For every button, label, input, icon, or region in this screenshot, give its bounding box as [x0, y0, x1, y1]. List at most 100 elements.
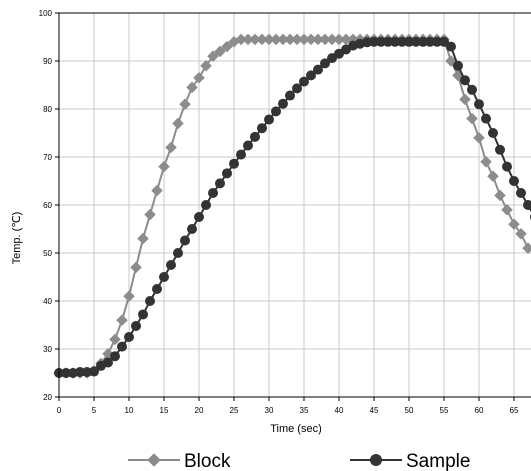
sample-point: [89, 366, 99, 377]
sample-point: [131, 320, 141, 331]
sample-point: [103, 357, 113, 368]
sample-point: [264, 114, 274, 125]
block-point: [207, 50, 219, 63]
sample-point: [215, 178, 225, 189]
block-point: [179, 98, 191, 111]
legend: Block Sample: [128, 451, 470, 471]
sample-point: [320, 58, 330, 69]
x-tick-label: 30: [265, 406, 274, 415]
sample-point: [152, 284, 162, 294]
sample-point: [145, 296, 155, 306]
series-marks: [53, 33, 531, 379]
sample-point: [404, 36, 414, 47]
sample-point: [446, 41, 456, 52]
sample-point: [306, 70, 316, 81]
sample-point: [425, 36, 435, 47]
sample-point: [138, 309, 148, 320]
x-axis-title: Time (sec): [270, 423, 322, 435]
sample-point: [173, 248, 183, 258]
block-point: [508, 218, 520, 231]
sample-point: [124, 332, 134, 342]
sample-point: [488, 128, 498, 138]
block-point: [172, 117, 184, 130]
block-point: [487, 170, 499, 183]
x-tick-label: 5: [92, 406, 97, 415]
block-point: [200, 59, 212, 72]
sample-point: [474, 99, 484, 110]
block-point: [501, 203, 513, 216]
sample-point: [299, 76, 309, 87]
sample-point: [411, 36, 421, 47]
x-tick-label: 55: [440, 406, 449, 415]
sample-point: [376, 36, 386, 47]
sample-point: [432, 36, 442, 47]
sample-point: [439, 36, 449, 47]
x-tick-label: 10: [125, 406, 134, 415]
x-tick-label: 45: [370, 406, 379, 415]
y-tick-label: 50: [43, 249, 52, 258]
y-tick-label: 40: [43, 297, 52, 306]
sample-point: [257, 123, 267, 134]
x-tick-label: 15: [160, 406, 169, 415]
block-point: [515, 227, 527, 240]
block-point: [116, 314, 128, 327]
sample-point: [250, 131, 260, 142]
sample-point: [453, 60, 463, 71]
x-tick-label: 40: [335, 406, 344, 415]
block-point: [165, 141, 177, 154]
block-point: [130, 261, 142, 274]
sample-point: [166, 260, 176, 270]
sample-point: [495, 144, 505, 155]
block-point: [193, 71, 205, 84]
sample-point: [313, 64, 323, 75]
sample-point: [271, 106, 281, 117]
sample-point: [509, 176, 519, 186]
sample-point: [516, 188, 526, 198]
x-tick-label: 50: [405, 406, 414, 415]
y-tick-label: 90: [43, 57, 52, 66]
sample-point: [292, 83, 302, 94]
series-sample: [54, 36, 531, 378]
sample-point: [523, 200, 531, 210]
legend-label-sample: Sample: [406, 451, 470, 471]
sample-point: [117, 341, 127, 352]
y-tick-label: 60: [43, 201, 52, 210]
sample-point: [180, 235, 190, 246]
sample-point: [285, 90, 295, 101]
sample-point: [278, 98, 288, 109]
sample-point: [418, 36, 428, 47]
sample-point: [229, 158, 239, 169]
sample-point: [369, 36, 379, 47]
block-point: [459, 93, 471, 106]
block-point: [522, 242, 531, 255]
block-point: [109, 333, 121, 346]
sample-point: [110, 351, 120, 362]
legend-marker-sample: [370, 454, 382, 466]
sample-point: [243, 140, 253, 151]
sample-point: [208, 188, 218, 198]
x-tick-label: 20: [195, 406, 204, 415]
y-tick-label: 20: [43, 393, 52, 402]
sample-point: [222, 168, 232, 179]
sample-point: [187, 224, 197, 234]
block-point: [480, 155, 492, 168]
sample-point: [481, 113, 491, 124]
block-point: [144, 208, 156, 221]
block-point: [186, 81, 198, 94]
legend-label-block: Block: [184, 451, 231, 471]
sample-point: [460, 75, 470, 86]
y-axis-title: Temp. (℃): [11, 212, 23, 265]
block-point: [494, 189, 506, 202]
block-point: [221, 40, 233, 53]
block-point: [137, 232, 149, 245]
x-tick-label: 35: [300, 406, 309, 415]
y-tick-label: 70: [43, 153, 52, 162]
legend-marker-block: [147, 453, 161, 467]
x-tick-label: 0: [57, 406, 62, 415]
sample-point: [201, 200, 211, 210]
sample-point: [390, 36, 400, 47]
sample-point: [502, 161, 512, 172]
sample-point: [467, 84, 477, 95]
block-point: [473, 131, 485, 144]
